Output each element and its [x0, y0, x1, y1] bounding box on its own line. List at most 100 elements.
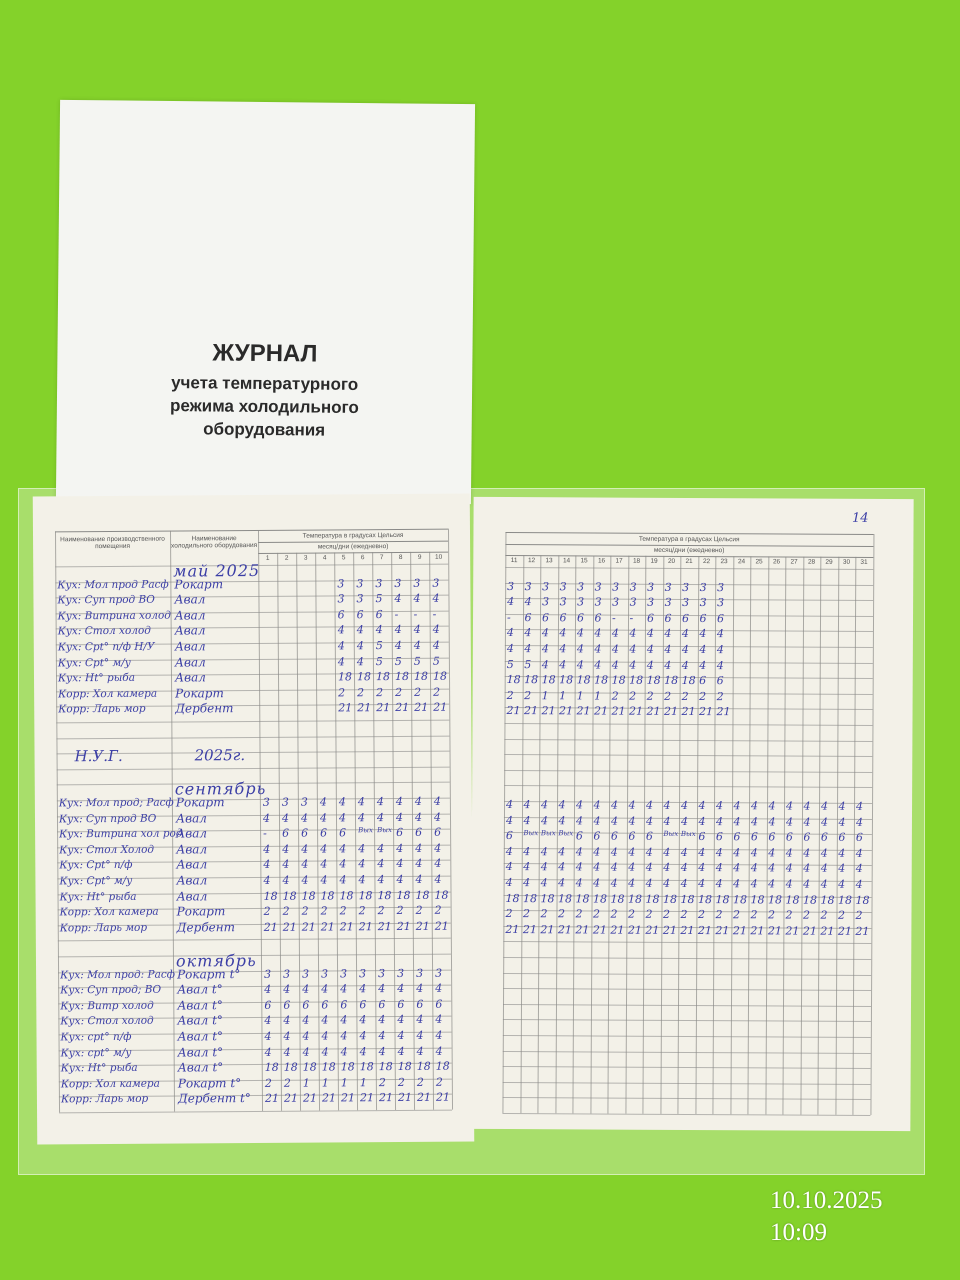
temperature-value: 18 [663, 892, 678, 906]
grid-line [503, 941, 871, 945]
temperature-value: 4 [663, 861, 671, 875]
temperature-value: 4 [680, 876, 688, 890]
temperature-value: 21 [645, 923, 660, 937]
temperature-value: 2 [627, 907, 636, 921]
day-number: 26 [772, 558, 781, 566]
temperature-value: 1 [541, 689, 549, 703]
temperature-value: 4 [432, 623, 440, 637]
temperature-value: 4 [396, 841, 404, 855]
temperature-value: 4 [435, 1028, 443, 1042]
temperature-value: 5 [524, 657, 532, 671]
temperature-value: 6 [434, 825, 442, 839]
temperature-value: 6 [594, 611, 602, 625]
temperature-value: 18 [339, 888, 354, 902]
temperature-value: 4 [282, 858, 290, 872]
equipment-name: Авал [175, 810, 207, 826]
equipment-name: Авал [174, 592, 206, 607]
temperature-value: 18 [524, 673, 539, 687]
temperature-value: 18 [681, 674, 696, 688]
temperature-value: 4 [646, 658, 654, 672]
temperature-value: 4 [302, 1014, 310, 1028]
temperature-value: 3 [340, 966, 348, 980]
temperature-value: 6 [356, 608, 364, 622]
temperature-value: 4 [629, 658, 637, 672]
temperature-value: 4 [820, 815, 828, 829]
temperature-value: 2 [263, 905, 271, 919]
room-name: Кух: Нt° рыба [59, 890, 137, 903]
temperature-value: 4 [680, 861, 688, 875]
equipment-name: Авал t° [177, 1060, 224, 1075]
left-page: Наименование производственного помещения… [32, 493, 475, 1145]
temperature-value: 4 [338, 795, 346, 809]
temperature-value: 4 [263, 858, 271, 872]
temperature-value: 4 [698, 799, 706, 813]
temperature-value: 2 [837, 908, 846, 922]
note-initials: Н.У.Г. [74, 747, 123, 766]
column-header-month-day: месяц/дни (ежедневно) [317, 543, 389, 551]
temperature-value: 21 [302, 1091, 317, 1106]
temperature-value: 6 [282, 826, 290, 840]
temperature-value: 4 [378, 1013, 386, 1027]
temperature-value: 4 [435, 1013, 443, 1027]
temperature-value: 4 [681, 627, 689, 641]
temperature-value: 4 [394, 638, 402, 653]
temperature-value: 6 [302, 998, 310, 1012]
equipment-name: Авал [174, 623, 206, 638]
temperature-value: 5 [506, 657, 514, 671]
temperature-value: 5 [375, 639, 383, 653]
temperature-value: 18 [301, 889, 316, 903]
temperature-value: 21 [321, 1091, 336, 1105]
temperature-value: 4 [540, 845, 548, 859]
temperature-value: 3 [577, 579, 585, 594]
column-header-equipment: Наименование холодильного оборудования [171, 535, 258, 550]
temperature-value: 4 [541, 798, 549, 812]
temperature-value: 3 [577, 595, 585, 609]
temperature-value: 2 [767, 908, 776, 922]
temperature-value: 2 [357, 686, 365, 700]
temperature-value: 21 [395, 701, 410, 715]
temperature-value: 6 [838, 830, 846, 844]
timestamp-time: 10:09 [770, 1219, 827, 1246]
grid-line [502, 1019, 871, 1023]
temperature-value: 6 [283, 998, 291, 1012]
temperature-value: 4 [337, 654, 345, 669]
grid-line [502, 1003, 871, 1007]
temperature-value: - [263, 827, 267, 841]
day-number: 15 [580, 557, 588, 565]
temperature-value: 4 [838, 877, 846, 891]
temperature-value: 4 [356, 654, 364, 668]
temperature-value: 4 [750, 846, 758, 860]
temperature-value: 4 [302, 1029, 310, 1043]
equipment-name: Авал t° [177, 1013, 223, 1028]
column-header-temperature: Температура в градусах Цельсия [302, 531, 404, 540]
temperature-value: 2 [505, 907, 513, 921]
temperature-value: 2 [414, 685, 422, 699]
temperature-value: 6 [340, 998, 348, 1012]
grid-line [504, 723, 872, 726]
temperature-value: 4 [715, 845, 723, 859]
temperature-value: 4 [321, 1013, 329, 1027]
temperature-value: 4 [785, 846, 793, 860]
temperature-value: 3 [413, 576, 421, 590]
temperature-value: 1 [594, 689, 602, 703]
temperature-value: 4 [576, 798, 584, 812]
temperature-value: 4 [733, 877, 741, 891]
temperature-value: 4 [523, 844, 531, 858]
temperature-value: 4 [416, 1028, 424, 1042]
temperature-value: 4 [629, 642, 637, 656]
temperature-value: 21 [433, 701, 448, 715]
temperature-value: 4 [416, 982, 424, 996]
temperature-value: 18 [283, 1060, 298, 1074]
temperature-value: 4 [377, 873, 385, 887]
equipment-name: Рокарт [175, 795, 225, 810]
temperature-value: 4 [319, 795, 327, 809]
temperature-value: 4 [716, 627, 724, 641]
temperature-value: 4 [820, 862, 828, 876]
temperature-value: 4 [575, 845, 583, 859]
temperature-value: 4 [339, 857, 347, 871]
temperature-value: 6 [415, 826, 423, 840]
temperature-value: 4 [300, 811, 309, 825]
temperature-value: - [432, 607, 437, 621]
temperature-value: 6 [575, 829, 583, 843]
temperature-value: 4 [645, 814, 653, 828]
